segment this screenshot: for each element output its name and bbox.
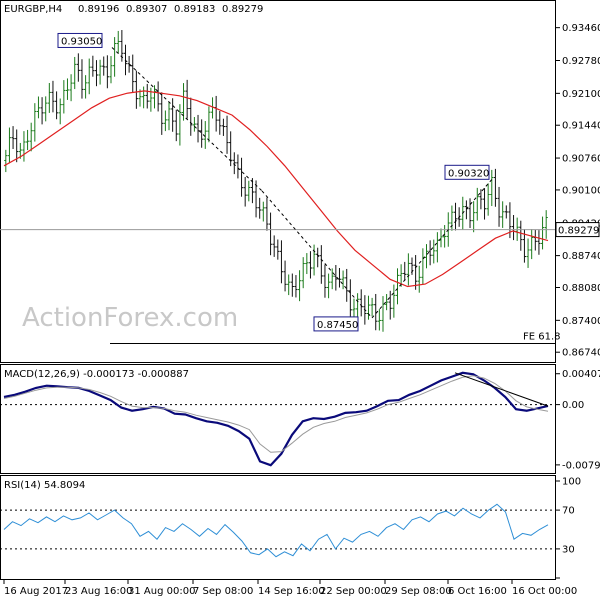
- price-y-tick-label: 0.91440: [562, 121, 600, 132]
- price-header-open: 0.89196: [78, 4, 119, 15]
- macd-title: MACD(12,26,9) -0.000173 -0.000887: [4, 369, 189, 380]
- x-tick-label: 7 Sep 08:00: [193, 586, 253, 597]
- x-tick-label: 29 Sep 08:00: [385, 586, 452, 597]
- price-y-tick-label: 0.88740: [562, 251, 600, 262]
- rsi-panel-frame: [0, 475, 556, 580]
- price-header-low: 0.89183: [174, 4, 215, 15]
- price-y-tick-label: 0.90100: [562, 185, 600, 196]
- price-y-tick-label: 0.90760: [562, 154, 600, 165]
- annotation-box: [444, 164, 490, 180]
- rsi-y-tick-label: 30: [562, 544, 575, 555]
- x-tick-label: 6 Oct 16:00: [448, 586, 507, 597]
- annotation-label: 0.87450: [317, 320, 358, 331]
- annotation-box: [313, 316, 359, 332]
- macd-y-tick-label: -0.007956: [562, 460, 600, 471]
- x-tick-label: 16 Aug 2017: [4, 586, 68, 597]
- x-tick-label: 16 Oct 00:00: [512, 586, 577, 597]
- x-tick-label: 14 Sep 16:00: [258, 586, 325, 597]
- annotation-label: 0.90320: [448, 168, 489, 179]
- price-y-tick-label: 0.92100: [562, 89, 600, 100]
- x-tick-label: 23 Aug 16:00: [65, 586, 132, 597]
- swing-pointer-line: [261, 190, 373, 319]
- annotation-label: 0.93050: [61, 36, 102, 47]
- price-y-tick-label: 0.87400: [562, 316, 600, 327]
- x-tick-label: 31 Aug 00:00: [128, 586, 195, 597]
- rsi-title: RSI(14) 54.8094: [4, 480, 85, 491]
- price-header-close: 0.89279: [222, 4, 263, 15]
- macd-y-tick-label: 0.004076: [562, 369, 600, 380]
- rsi-line: [3, 503, 549, 558]
- price-y-tick-label: 0.88080: [562, 283, 600, 294]
- rsi-y-tick-label: 100: [562, 477, 581, 488]
- swing-pointer-line: [111, 47, 263, 192]
- rsi-layer: 100 70 30: [0, 477, 581, 579]
- price-panel-frame: [0, 0, 556, 363]
- swing-pointer-line: [371, 178, 493, 319]
- current-price-label-box: [555, 222, 600, 238]
- annotation-box: [57, 32, 103, 48]
- price-header-symbol: EURGBP,H4: [4, 4, 62, 15]
- watermark: ActionForex.com: [22, 303, 238, 333]
- macd-y-tick-label: 0.00: [562, 400, 584, 411]
- price-layer: 0.93460 0.92780 0.92100 0.91440 0.90760 0.901…: [0, 23, 600, 359]
- macd-panel-frame: [0, 364, 556, 474]
- price-header-high: 0.89307: [126, 4, 167, 15]
- macd-layer: 0.004076 0.00 -0.007956: [0, 369, 600, 471]
- price-y-tick-label: 0.93460: [562, 23, 600, 34]
- price-y-tick-label: 0.92780: [562, 56, 600, 67]
- x-tick-label: 22 Sep 00:00: [320, 586, 387, 597]
- fe-level-label: FE 61.8: [523, 332, 561, 343]
- moving-average-line: [3, 90, 549, 288]
- macd-line: [3, 371, 549, 467]
- price-y-tick-label: 0.86740: [562, 348, 600, 359]
- current-price-label: 0.89279: [558, 226, 599, 237]
- signal-line: [3, 375, 549, 453]
- macd-trendline: [454, 372, 549, 407]
- rsi-y-tick-label: 70: [562, 506, 575, 517]
